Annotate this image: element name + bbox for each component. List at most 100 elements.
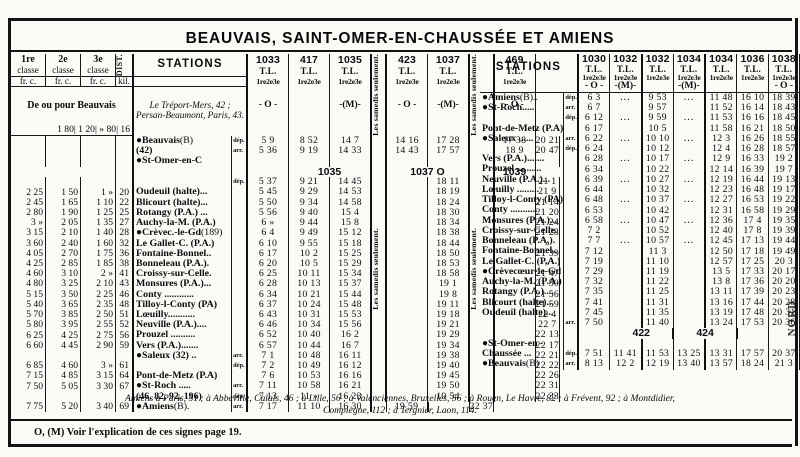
station-cell[interactable]: Monsures (P.A.)... (480, 215, 565, 226)
station-cell[interactable] (480, 113, 565, 124)
table-row[interactable]: Lœuilly ......... 6 44 10 32 12 23 16 48 19 1… (480, 184, 800, 196)
station-cell[interactable]: ●St-Roch ..... (133, 381, 233, 392)
station-cell[interactable] (480, 144, 565, 155)
station-cell[interactable]: Rotangy (P.A.) ... (133, 207, 233, 219)
station-cell[interactable]: Conty ........... (480, 205, 565, 216)
table-row[interactable]: (46, 82, 92, 196) dép. 7 13 11 » 16 23 19 54 2… (11, 391, 561, 402)
station-cell[interactable]: Pont-de-Metz (P.A) (480, 123, 565, 134)
train-number-header[interactable]: 1038 (768, 54, 800, 65)
table-row[interactable]: ●St-Omer-en - (480, 338, 800, 350)
station-cell[interactable] (480, 317, 565, 329)
station-cell[interactable]: ●St-Omer-en - (480, 338, 565, 350)
station-cell[interactable]: Le Gallet-C. (P.A.) (133, 238, 233, 249)
station-cell[interactable]: ●Saleux ...... (480, 133, 565, 145)
train-number-header[interactable]: 1035 (329, 54, 372, 67)
train-number-header[interactable]: 1037 (427, 54, 470, 67)
station-cell[interactable]: Oudeuil (halte)... (480, 307, 565, 318)
table-row[interactable]: Rotangy (P.A.).... 7 35 11 25 13 11 17 39 20 … (480, 287, 800, 298)
table-row[interactable]: Le Gallet-C. (P.A.) 7 19 11 10 12 57 17 25 20… (480, 256, 800, 267)
station-cell[interactable]: Vers (P.A.)....... (480, 154, 565, 165)
table-row[interactable]: Bonneleau (P.A.). 7 7... 10 57... 12 45 17 1… (480, 235, 800, 247)
table-row[interactable]: ●Crèvecœur-le-Gd 7 29 11 19 13 5 17 33 20 17 (480, 266, 800, 278)
table-row[interactable]: 7 75 5 20 3 40 69 ●Amiens(B). arr. 7 17 11 10 16… (11, 401, 560, 413)
station-cell[interactable]: Oudeuil (halte)... (133, 187, 233, 198)
station-cell[interactable]: Vers (P.A.)....... (133, 340, 233, 351)
station-cell[interactable]: Bonneleau (P.A.). (133, 258, 233, 270)
station-cell[interactable]: ●St-Omer-en-C (133, 156, 233, 167)
table-row[interactable]: Monsures (P.A.)... 6 58... 10 47... 12 36 17… (480, 215, 800, 226)
station-cell[interactable] (133, 177, 233, 188)
station-cell[interactable]: Chaussée ... (480, 349, 565, 360)
table-row[interactable]: arr. 7 50 11 40 13 24 17 53 20 36 (480, 317, 800, 329)
train-number-header[interactable]: 1030 (577, 54, 611, 65)
table-row[interactable]: 5 40 3 65 2 35 48 Tilloy-l-Conty (PA) 6 37 10 … (11, 299, 561, 310)
table-row[interactable]: Blicourt (halte)... 7 41 11 31 13 16 17 44 20… (480, 297, 800, 308)
station-cell[interactable]: ●St-Roch..... (480, 102, 565, 114)
station-cell[interactable] (133, 361, 233, 372)
station-cell[interactable]: ●Crèvecœur-le-Gd (480, 266, 565, 278)
station-cell[interactable]: Lœuilly ......... (480, 184, 565, 196)
table-row[interactable]: 7 15 4 85 3 15 64 Pont-de-Metz (P.A) 7 6 10 53… (11, 371, 561, 382)
station-cell[interactable]: Auchy-la-M. (P.A.) (133, 217, 233, 229)
sub-train-number[interactable]: 1035 (288, 166, 372, 178)
table-row[interactable]: Fontaine-Bonnel.. 7 12 11 3 12 50 17 18 19 49 (480, 246, 800, 257)
station-cell[interactable]: (42) (133, 145, 233, 157)
station-cell[interactable]: ●Beauvais(B) (133, 135, 233, 147)
station-cell[interactable]: Tilloy-l-Conty (PA) (480, 195, 565, 206)
station-cell[interactable]: ●Saleux (32) .. (133, 350, 233, 362)
station-cell[interactable]: Prouzel .......... (480, 164, 565, 175)
station-cell[interactable]: Fontaine-Bonnel.. (133, 248, 233, 259)
station-cell[interactable]: Prouzel .......... (133, 330, 233, 341)
table-row[interactable]: dép. 6 12... 9 59... 11 53 16 16 18 45 (480, 112, 800, 124)
table-row[interactable]: Conty ........... 6 53 10 42 12 31 16 58 19 2… (480, 205, 800, 216)
station-cell[interactable]: Le Gallet-C. (P.A.) (480, 256, 565, 267)
station-cell[interactable]: Bonneleau (P.A.). (480, 236, 565, 247)
table-row[interactable]: ●Amiens(B).. dép. 6 3... 9 53... 11 48 16 10 1… (480, 92, 800, 103)
station-cell[interactable]: Blicourt (halte)... (480, 297, 565, 308)
train-number-header[interactable]: 417 (288, 54, 330, 67)
table-row[interactable]: Neuville (P.A.)... 6 39... 10 27... 12 19 16… (480, 174, 800, 185)
table-row[interactable]: Tilloy-l-Conty (PA) 6 48... 10 37... 12 27 1… (480, 194, 800, 206)
table-row[interactable]: Prouzel .......... 6 34 10 22 12 14 16 39 19 … (480, 164, 800, 175)
train-number-header[interactable]: 1032 (609, 54, 643, 65)
station-cell[interactable]: ●Amiens(B).. (480, 92, 565, 103)
station-cell[interactable]: Lœuilly........... (133, 309, 233, 321)
table-row[interactable]: ●Beauvais(B) arr. 8 13 12 2 12 19 13 40 13 57 1… (480, 359, 800, 370)
station-cell[interactable]: Auchy-la-M. (P.A.) (480, 277, 565, 288)
table-row[interactable]: Vers (P.A.)....... 6 28... 10 17... 12 9 16 … (480, 153, 800, 165)
table-row[interactable]: Chaussée ... dép. 7 51 11 41 11 53 13 25 13 31… (480, 349, 800, 360)
station-cell[interactable]: (46, 82, 92, 196) (133, 391, 233, 402)
table-row[interactable]: Oudeuil (halte)... 7 45 11 35 13 19 17 48 20 … (480, 307, 800, 318)
station-cell[interactable]: ●Beauvais(B) (480, 359, 565, 370)
table-row[interactable]: dép. 6 24 10 12 12 4 16 28 18 57 (480, 143, 800, 155)
sub-train-number[interactable]: 424 (673, 328, 738, 339)
train-number-header[interactable]: 1036 (736, 54, 769, 65)
train-number-header[interactable]: 423 (386, 54, 428, 67)
train-number-header[interactable]: 1033 (247, 54, 289, 67)
table-row[interactable]: dép. 5 37 9 21 14 45 18 11 21 1 (11, 177, 561, 188)
station-cell[interactable]: Monsures (P.A.)... (133, 279, 233, 290)
station-cell[interactable]: Rotangy (P.A.).... (480, 287, 565, 298)
sub-train-number[interactable]: 1037 O (386, 166, 470, 178)
station-cell[interactable]: Croissy-sur-Celle. (133, 269, 233, 280)
train-number-header[interactable]: 1032 (641, 54, 674, 65)
table-row[interactable]: Auchy-la-M. (P.A.) 7 32 11 22 13 8 17 36 20 2… (480, 277, 800, 288)
station-cell[interactable]: Pont-de-Metz (P.A) (133, 371, 233, 382)
sub-train-number[interactable]: 422 (609, 328, 675, 339)
train-number-header[interactable]: 1034 (673, 54, 707, 65)
table-row[interactable]: 3 » 2 05 1 35 27 Auchy-la-M. (P.A.) 6 » 9 44 15… (11, 217, 561, 229)
station-cell[interactable]: Croissy-sur-Celle. (480, 225, 565, 237)
table-row[interactable]: 7 50 5 05 3 30 67 ●St-Roch ..... arr. 7 11 10 5… (11, 381, 561, 392)
station-cell[interactable]: Neuville (P.A.)... (480, 174, 565, 185)
station-cell[interactable]: Tilloy-l-Conty (PA) (133, 299, 233, 310)
table-row[interactable]: ●Saleux ...... arr. 6 22... 10 10... 12 3 16 … (480, 133, 800, 145)
station-cell[interactable]: ●Crèvec.-le-Gd(189) (133, 228, 233, 239)
station-cell[interactable]: Blicourt (halte)... (133, 197, 233, 208)
table-row[interactable]: Pont-de-Metz (P.A) 6 17 10 5 11 58 16 21 18 5… (480, 123, 800, 134)
station-cell[interactable]: Neuville (P.A.).... (133, 320, 233, 331)
station-cell[interactable]: ●Amiens(B). (133, 401, 233, 413)
station-cell[interactable]: Fontaine-Bonnel.. (480, 246, 565, 257)
station-cell[interactable]: Conty ............ (133, 289, 233, 300)
